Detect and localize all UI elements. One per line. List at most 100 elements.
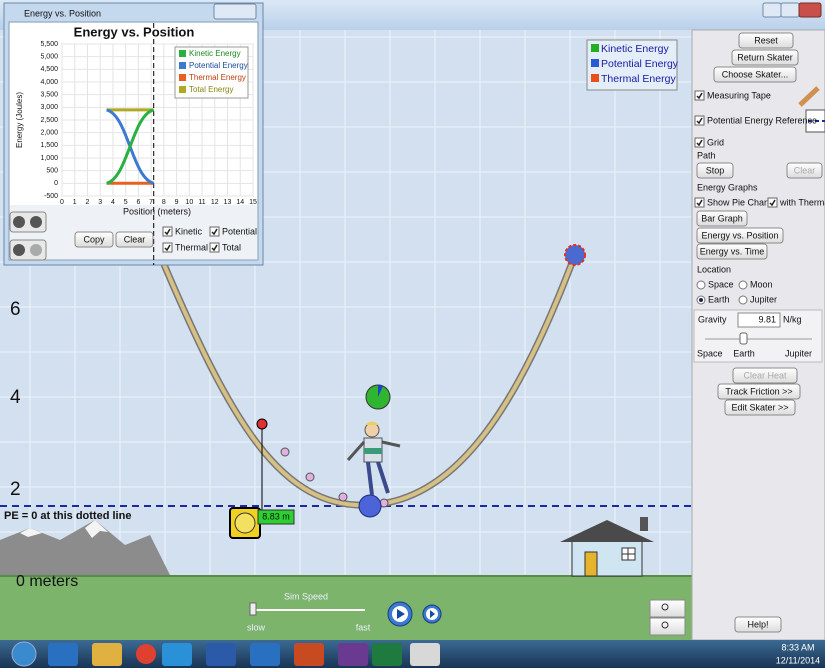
radio-label[interactable]: Earth <box>708 294 730 304</box>
button[interactable]: Choose Skater... <box>714 67 796 82</box>
checkbox[interactable]: Potential Energy Reference <box>695 115 817 125</box>
radio-circle[interactable] <box>739 296 747 304</box>
radio-label[interactable]: Space <box>708 279 734 289</box>
skater-ball <box>359 495 381 517</box>
popup-y-tick: 1,000 <box>40 155 58 162</box>
button-label[interactable]: Return Skater <box>737 52 793 62</box>
radio[interactable]: Jupiter <box>739 294 777 304</box>
popup-y-tick: 5,500 <box>40 41 58 48</box>
height-label: 6 <box>10 299 21 320</box>
button-label[interactable]: Clear <box>124 234 146 244</box>
checkbox-label[interactable]: Show Pie Chart <box>707 197 770 207</box>
checkbox-label[interactable]: Kinetic <box>175 226 203 236</box>
checkbox-label[interactable]: Measuring Tape <box>707 90 771 100</box>
checkbox-label[interactable]: Thermal <box>175 242 208 252</box>
button[interactable]: Reset <box>739 33 793 48</box>
checkbox-label[interactable]: Potential <box>222 226 257 236</box>
radio-circle[interactable] <box>697 281 705 289</box>
gravity-slider-thumb[interactable] <box>740 333 747 344</box>
button-label[interactable]: Help! <box>747 619 768 629</box>
button-label[interactable]: Clear <box>794 165 816 175</box>
popup-x-tick: 0 <box>60 199 64 206</box>
clock-time: 8:33 AM <box>781 642 814 652</box>
checkbox[interactable]: Measuring Tape <box>695 90 771 100</box>
popup-y-tick: 4,500 <box>40 66 58 73</box>
popup-x-tick: 15 <box>249 199 257 206</box>
button-label[interactable]: Edit Skater >> <box>731 402 788 412</box>
checkbox[interactable]: with Thermal <box>768 197 825 207</box>
button-label[interactable]: Reset <box>754 35 778 45</box>
taskbar-icons[interactable] <box>12 642 440 666</box>
button[interactable]: Stop <box>697 163 733 178</box>
button-label[interactable]: Choose Skater... <box>722 69 789 79</box>
checkbox-label[interactable]: with Thermal <box>779 197 825 207</box>
popup-x-tick: 1 <box>73 199 77 206</box>
checkbox-box[interactable] <box>163 243 172 252</box>
radio[interactable]: Earth <box>697 294 730 304</box>
button-label[interactable]: Track Friction >> <box>725 386 792 396</box>
play-button[interactable] <box>388 602 412 626</box>
checkbox-label[interactable]: Total <box>222 242 241 252</box>
checkbox[interactable]: Thermal <box>163 242 208 252</box>
checkbox-box[interactable] <box>163 227 172 236</box>
button-label[interactable]: Energy vs. Time <box>700 246 765 256</box>
window-controls[interactable] <box>763 3 821 17</box>
button[interactable]: Copy <box>75 232 113 247</box>
button[interactable]: Track Friction >> <box>718 384 800 399</box>
popup-x-tick: 14 <box>236 199 244 206</box>
button[interactable]: Energy vs. Position <box>697 228 783 243</box>
popup-x-tick: 13 <box>224 199 232 206</box>
checkbox[interactable]: Grid <box>695 137 724 147</box>
checkbox-box[interactable] <box>695 198 704 207</box>
button[interactable]: Return Skater <box>732 50 798 65</box>
button-label[interactable]: Clear Heat <box>743 370 787 380</box>
button[interactable]: Bar Graph <box>697 211 747 226</box>
button[interactable]: Clear Heat <box>733 368 797 383</box>
step-button[interactable] <box>423 605 441 623</box>
speed-fast: fast <box>356 622 371 632</box>
checkbox-box[interactable] <box>210 227 219 236</box>
checkbox-label[interactable]: Grid <box>707 137 724 147</box>
checkbox-box[interactable] <box>695 138 704 147</box>
legend-swatch <box>591 44 599 52</box>
zoom-buttons[interactable] <box>650 600 685 635</box>
checkbox[interactable]: Total <box>210 242 241 252</box>
tape-end[interactable] <box>257 419 267 429</box>
screen: 6420 metersPE = 0 at this dotted line8.8… <box>0 0 825 668</box>
radio[interactable]: Space <box>697 279 734 289</box>
legend-swatch <box>591 59 599 67</box>
radio[interactable]: Moon <box>739 279 773 289</box>
button-label[interactable]: Stop <box>706 165 725 175</box>
checkbox[interactable]: Kinetic <box>163 226 203 236</box>
legend-label: Thermal Energy <box>601 73 676 85</box>
button[interactable]: Clear <box>116 232 153 247</box>
checkbox-box[interactable] <box>695 91 704 100</box>
radio-circle[interactable] <box>739 281 747 289</box>
popup-y-tick: 2,500 <box>40 117 58 124</box>
checkbox-label[interactable]: Potential Energy Reference <box>707 115 817 125</box>
button-label[interactable]: Energy vs. Position <box>701 230 778 240</box>
checkbox[interactable]: Show Pie Chart <box>695 197 770 207</box>
button[interactable]: Help! <box>735 617 781 632</box>
button[interactable]: Edit Skater >> <box>725 400 795 415</box>
radio-dot[interactable] <box>699 298 703 302</box>
button[interactable]: Clear <box>787 163 822 178</box>
track-control-point[interactable] <box>565 245 585 265</box>
radio-label[interactable]: Jupiter <box>750 294 777 304</box>
checkbox-box[interactable] <box>210 243 219 252</box>
checkbox-box[interactable] <box>695 116 704 125</box>
panel-label: Energy Graphs <box>697 182 758 192</box>
checkbox[interactable]: Potential <box>210 226 257 236</box>
popup-x-tick: 11 <box>198 199 205 206</box>
speed-thumb[interactable] <box>250 603 256 615</box>
button-label[interactable]: Copy <box>83 234 105 244</box>
popup-close[interactable] <box>214 4 256 19</box>
popup-legend-swatch <box>179 62 186 69</box>
popup-x-tick: 4 <box>111 199 115 206</box>
panel-label: Earth <box>733 348 755 358</box>
button[interactable]: Energy vs. Time <box>697 244 767 259</box>
button-label[interactable]: Bar Graph <box>701 213 743 223</box>
checkbox-box[interactable] <box>768 198 777 207</box>
radio-label[interactable]: Moon <box>750 279 773 289</box>
popup-chart-title: Energy vs. Position <box>74 24 195 39</box>
